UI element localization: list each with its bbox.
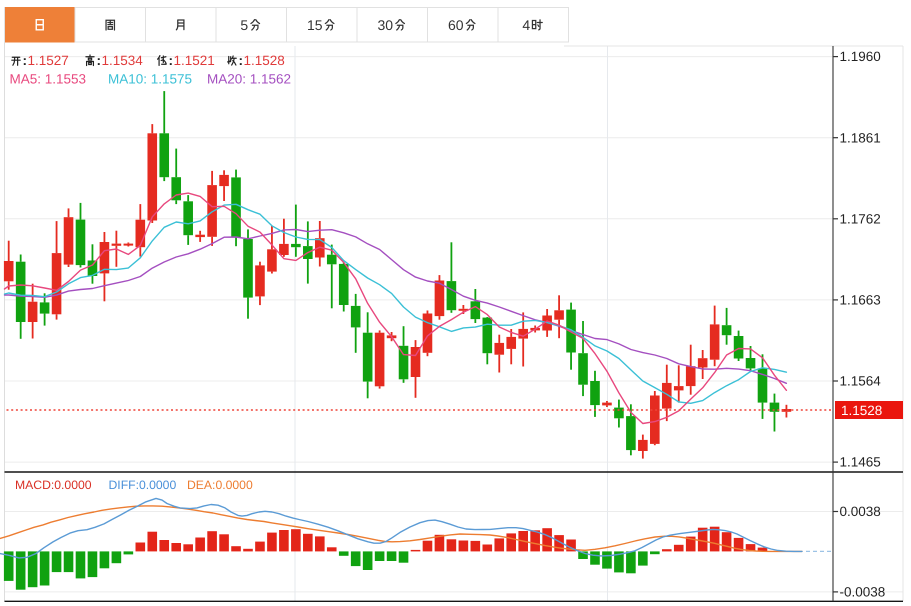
svg-text:1.1861: 1.1861 [840,130,881,145]
svg-text:1.1465: 1.1465 [840,455,881,470]
svg-text:1.1960: 1.1960 [840,49,881,64]
svg-text:1.1521: 1.1521 [174,53,215,68]
svg-text:60: 60 [448,17,464,33]
svg-text:-0.0038: -0.0038 [840,585,886,600]
svg-text:1.1528: 1.1528 [841,403,882,418]
svg-text:1.1663: 1.1663 [840,293,881,308]
svg-text::: : [169,53,174,68]
svg-text:DEA:0.0000: DEA:0.0000 [187,478,253,492]
svg-text:MA10: 1.1575: MA10: 1.1575 [108,71,192,86]
svg-text:0.0038: 0.0038 [840,504,881,519]
svg-text:15: 15 [307,17,323,33]
svg-text:1.1527: 1.1527 [28,53,69,68]
svg-text:MACD:0.0000: MACD:0.0000 [15,478,92,492]
svg-text:1.1762: 1.1762 [840,211,881,226]
svg-text:1.1564: 1.1564 [840,374,882,389]
svg-text::: : [97,53,102,68]
svg-text:1.1528: 1.1528 [244,53,285,68]
svg-text:30: 30 [377,17,393,33]
svg-text::: : [239,53,244,68]
svg-text:5: 5 [240,17,248,33]
svg-text:MA20: 1.1562: MA20: 1.1562 [207,71,291,86]
svg-text::: : [23,53,28,68]
svg-text:1.1534: 1.1534 [102,53,144,68]
svg-text:4: 4 [522,17,530,33]
svg-text:MA5: 1.1553: MA5: 1.1553 [10,71,87,86]
svg-text:DIFF:0.0000: DIFF:0.0000 [109,478,177,492]
